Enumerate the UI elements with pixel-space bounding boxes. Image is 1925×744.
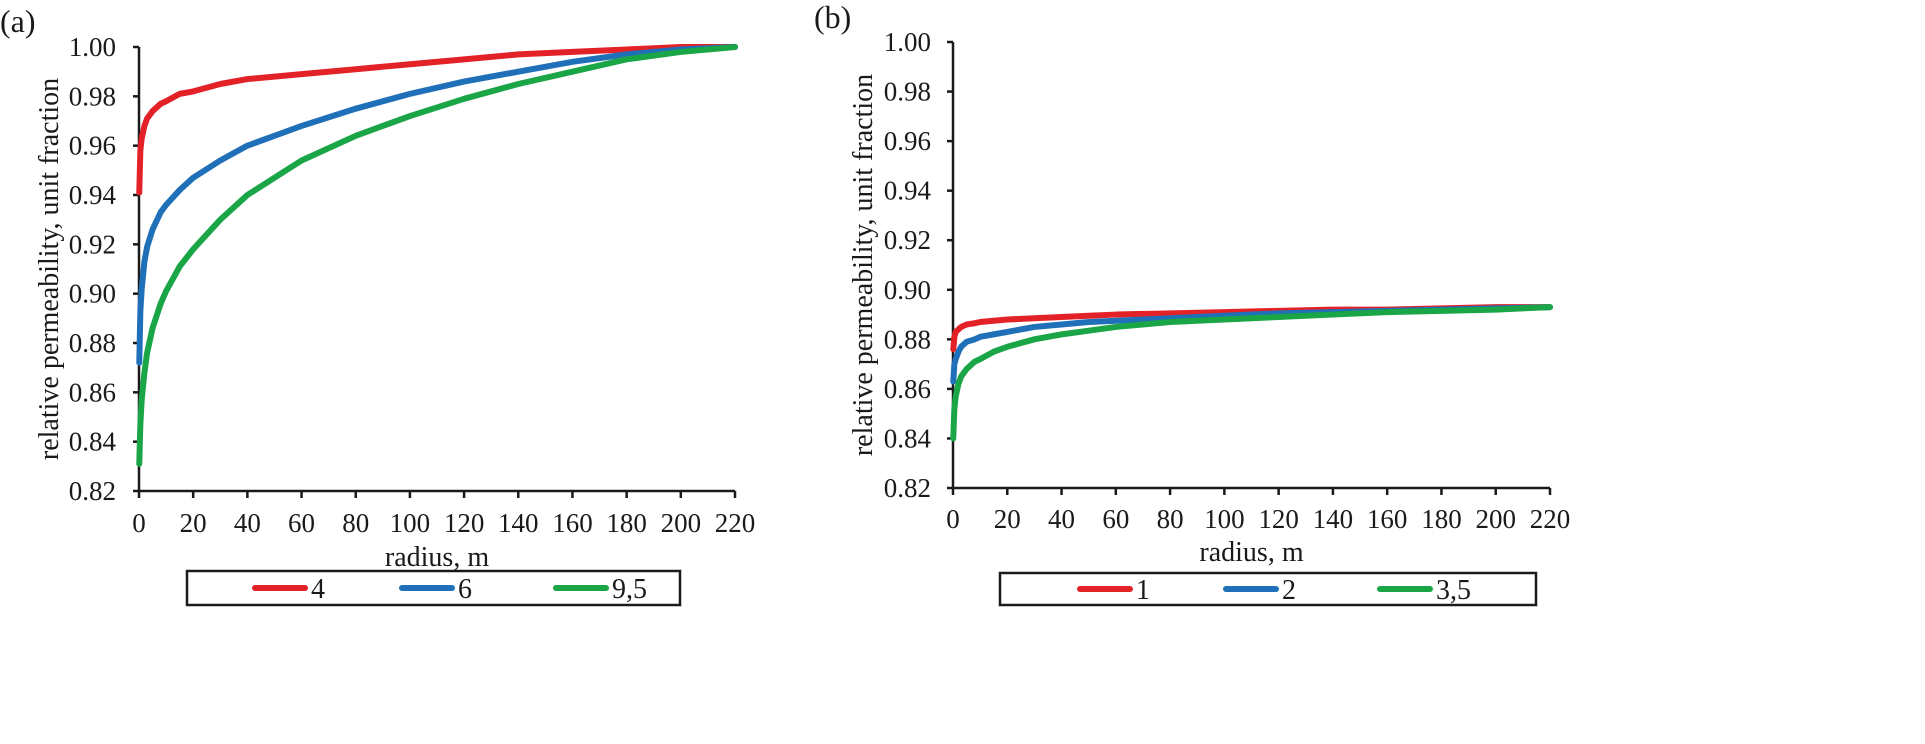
- y-tick-label: 0.84: [884, 423, 932, 453]
- x-tick-label: 100: [390, 508, 431, 538]
- legend-label: 1: [1136, 575, 1150, 606]
- legend-label: 6: [458, 574, 472, 605]
- x-tick-label: 140: [1313, 504, 1354, 534]
- x-tick-label: 140: [498, 508, 539, 538]
- y-tick-label: 0.96: [884, 126, 931, 156]
- x-tick-label: 200: [1475, 504, 1516, 534]
- panel-label: (a): [0, 3, 36, 39]
- y-tick-label: 0.98: [69, 81, 116, 111]
- legend-label: 2: [1282, 575, 1296, 606]
- x-tick-label: 80: [1157, 504, 1184, 534]
- y-tick-label: 0.88: [884, 324, 931, 354]
- legend: 1 2 3,5: [998, 571, 1538, 607]
- y-tick-label: 0.82: [69, 476, 116, 506]
- x-tick-label: 20: [180, 508, 207, 538]
- y-tick-label: 0.90: [69, 279, 116, 309]
- legend: 4 6 9,5: [185, 569, 682, 607]
- chart-panel-2: (b) 0.82 0.84 0.86 0.88 0.90 0.92 0.94 0.96 0.98 1…: [814, 0, 1571, 607]
- x-tick-label: 60: [1102, 504, 1129, 534]
- y-tick-label: 0.92: [69, 229, 116, 259]
- x-tick-label: 80: [342, 508, 369, 538]
- y-tick-label: 1.00: [884, 27, 931, 57]
- series-line-1: [136, 44, 738, 196]
- x-tick-label: 0: [132, 508, 146, 538]
- x-tick-label: 200: [661, 508, 702, 538]
- x-tick-label: 40: [234, 508, 261, 538]
- x-axis-title: radius, m: [1199, 537, 1303, 568]
- chart-panel-1: (a) 0.82 0.84 0.86 0.88 0.90 0.92 0.94 0.96 0.98 1…: [0, 3, 756, 607]
- y-tick-label: 0.86: [69, 377, 116, 407]
- x-tick-label: 40: [1048, 504, 1075, 534]
- legend-label: 9,5: [612, 574, 647, 605]
- x-tick-label: 60: [288, 508, 315, 538]
- y-tick-label: 0.88: [69, 328, 116, 358]
- y-tick-label: 0.86: [884, 374, 931, 404]
- x-tick-label: 20: [994, 504, 1021, 534]
- y-axis-title: relative permeability, unit fraction: [34, 78, 65, 460]
- x-tick-label: 160: [552, 508, 593, 538]
- y-tick-label: 0.94: [884, 176, 932, 206]
- y-tick-label: 0.98: [884, 77, 931, 107]
- x-tick-label: 180: [606, 508, 647, 538]
- x-tick-label: 220: [715, 508, 756, 538]
- y-tick-label: 1.00: [69, 32, 116, 62]
- y-tick-label: 0.90: [884, 275, 931, 305]
- x-tick-label: 100: [1204, 504, 1245, 534]
- legend-label: 3,5: [1436, 575, 1471, 606]
- panel-label: (b): [814, 0, 851, 35]
- x-tick-label: 180: [1421, 504, 1462, 534]
- y-tick-label: 0.96: [69, 131, 116, 161]
- y-tick-label: 0.84: [69, 427, 117, 457]
- x-tick-label: 220: [1530, 504, 1571, 534]
- x-tick-label: 160: [1367, 504, 1408, 534]
- y-tick-label: 0.94: [69, 180, 117, 210]
- x-tick-label: 0: [946, 504, 960, 534]
- y-tick-label: 0.82: [884, 473, 931, 503]
- x-tick-label: 120: [444, 508, 485, 538]
- x-axis-title: radius, m: [385, 542, 489, 573]
- y-axis-title: relative permeability, unit fraction: [848, 74, 879, 456]
- legend-label: 4: [311, 574, 325, 605]
- series-line-2: [136, 44, 738, 366]
- series-line-3: [136, 44, 738, 467]
- x-tick-label: 120: [1258, 504, 1299, 534]
- y-tick-label: 0.92: [884, 225, 931, 255]
- series-line-3: [950, 304, 1553, 442]
